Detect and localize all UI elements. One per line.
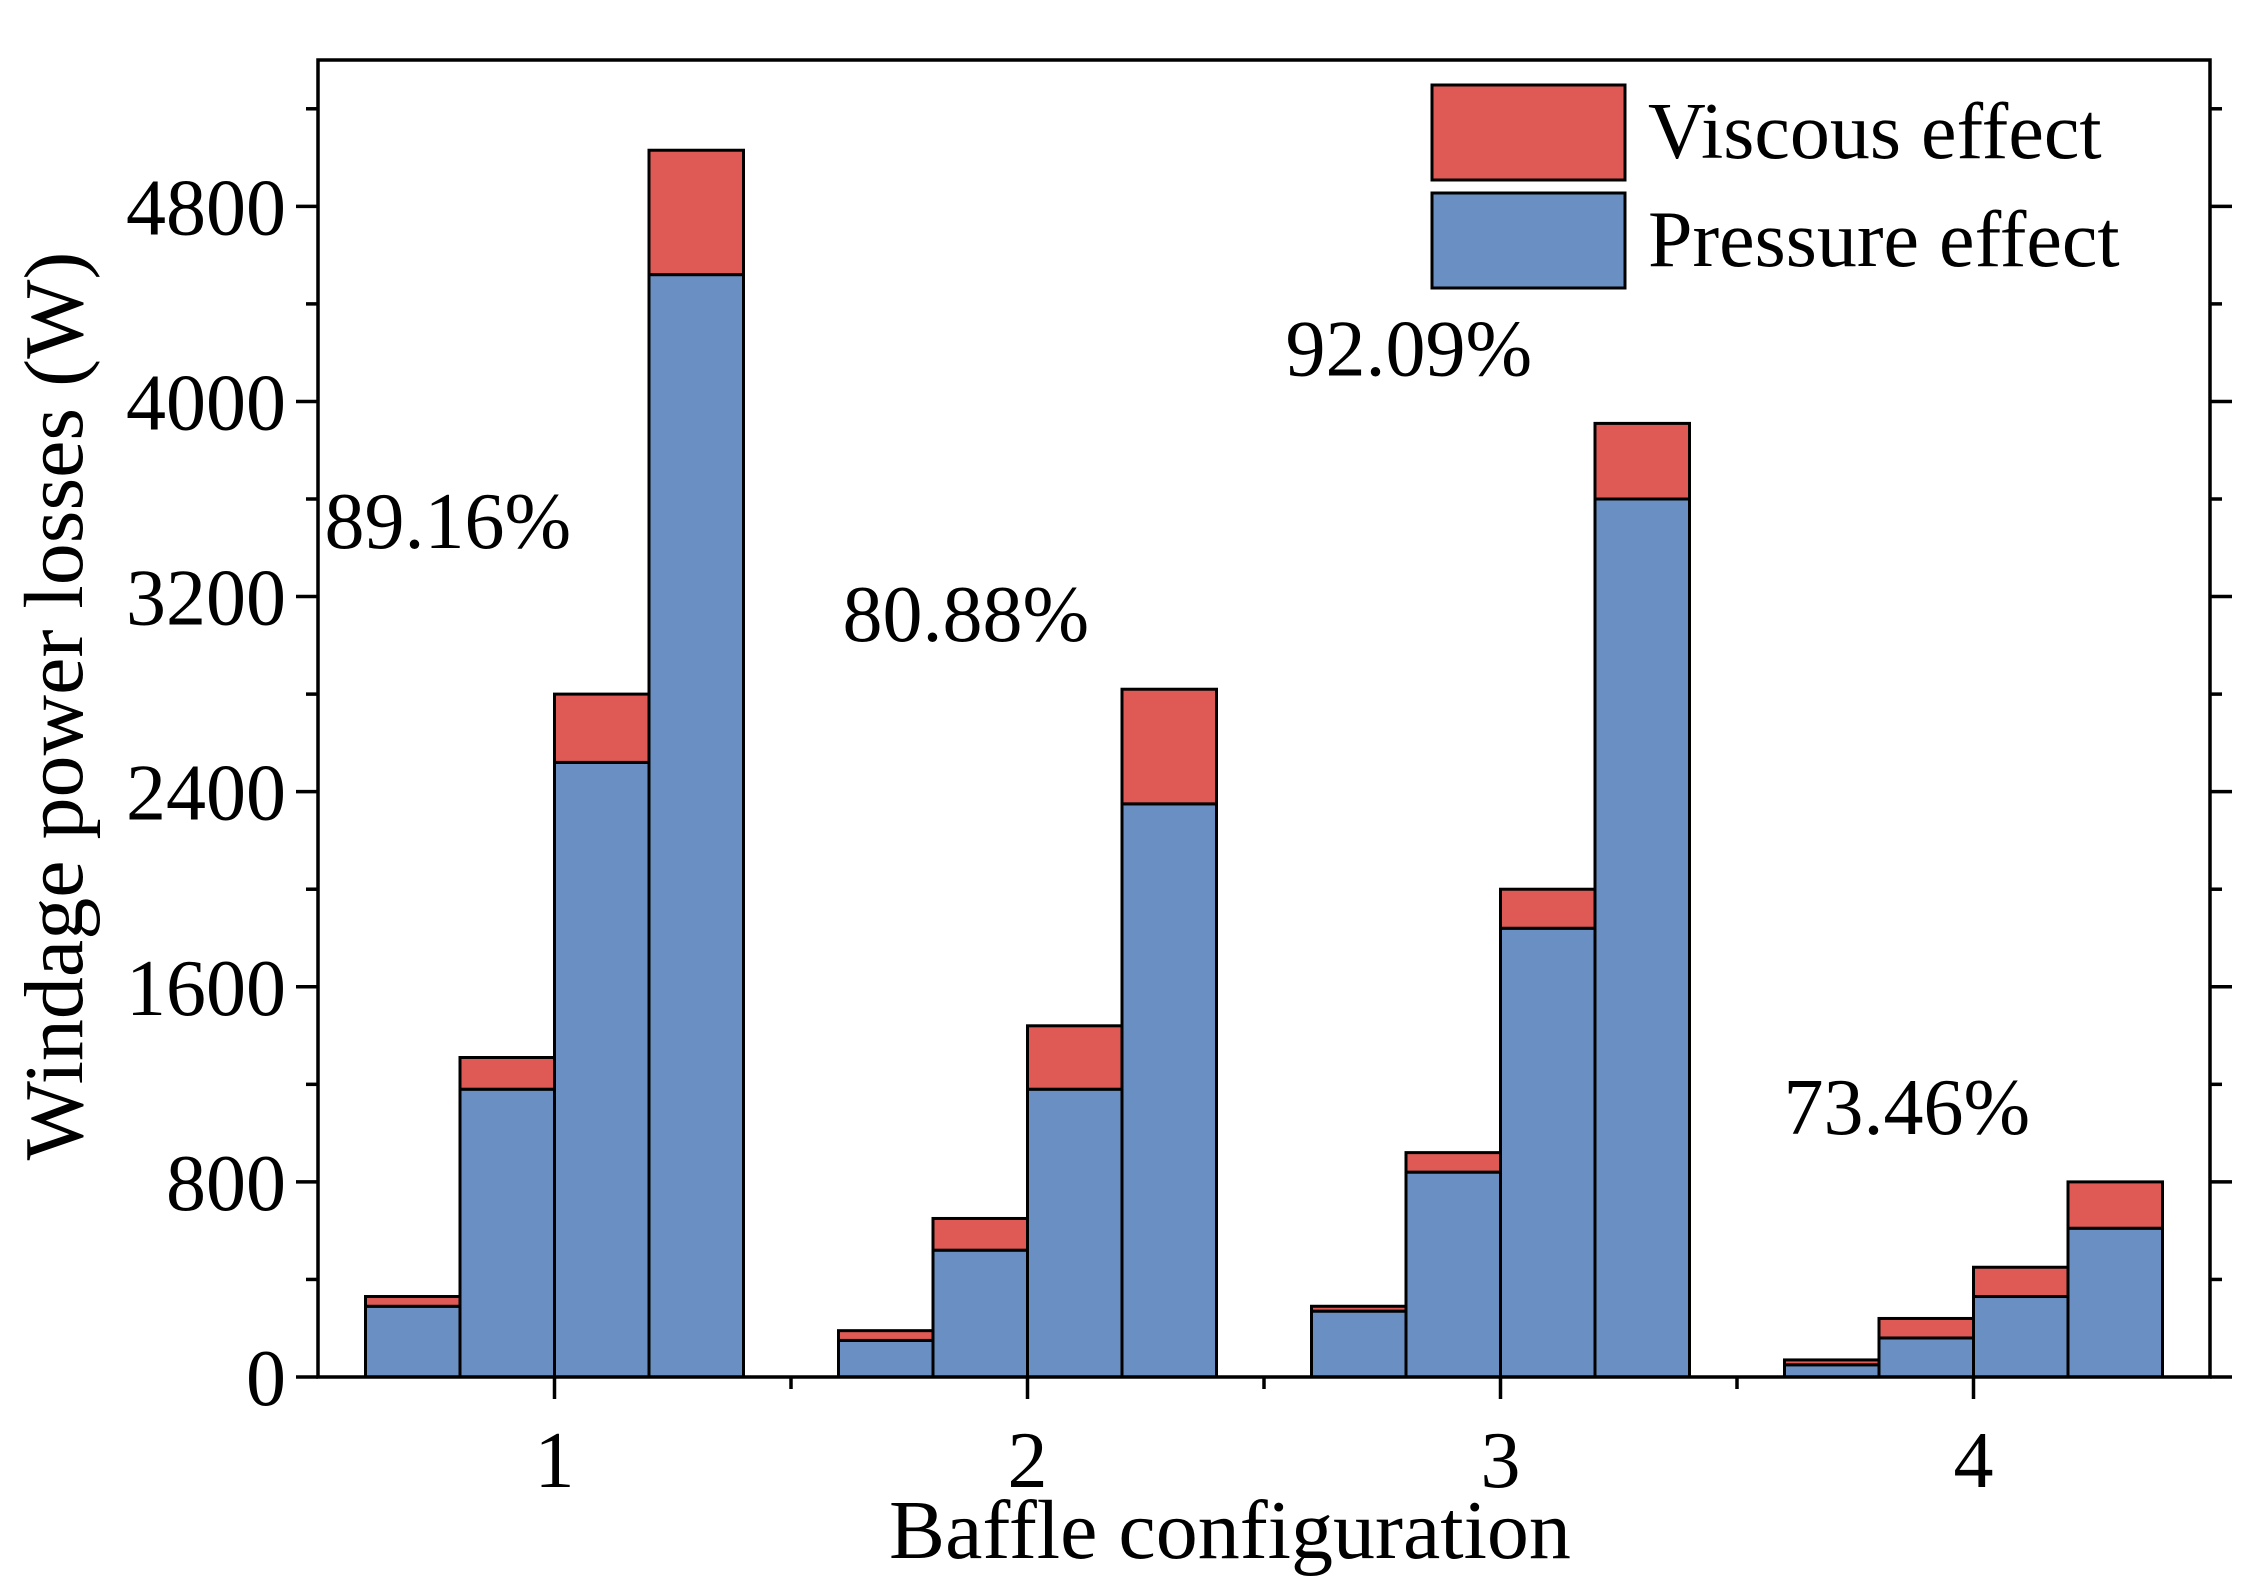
legend: Viscous effect Pressure effect [1430,83,2120,290]
x-tick-label: 1 [535,1417,575,1505]
y-tick-label: 4000 [126,359,286,447]
bar-pressure-g4-1 [1783,1363,1881,1379]
bar-viscous-g1-4 [647,148,745,277]
bar-pressure-g2-3 [1026,1087,1124,1379]
bar-pressure-g3-3 [1499,926,1597,1379]
bar-pressure-g3-4 [1593,497,1691,1379]
bar-pressure-g3-2 [1404,1170,1502,1379]
bar-pressure-g1-2 [458,1087,556,1379]
y-tick-label: 0 [246,1335,286,1423]
bar-pressure-g1-3 [553,760,651,1379]
bar-viscous-g2-4 [1120,687,1218,806]
bar-pressure-g2-2 [931,1248,1029,1379]
bar-viscous-g4-2 [1877,1316,1975,1340]
bar-viscous-g3-2 [1404,1151,1502,1174]
bar-viscous-g2-2 [931,1216,1029,1252]
x-tick-label: 2 [1008,1417,1048,1505]
bar-viscous-g3-1 [1310,1304,1408,1313]
bar-pressure-g4-4 [2066,1226,2164,1379]
annotation-2: 80.88% [843,571,1090,659]
bar-pressure-g4-3 [1972,1295,2070,1379]
bar-viscous-g4-3 [1972,1265,2070,1299]
y-axis-label: Windage power losses (W) [8,252,101,1161]
bar-pressure-g1-4 [647,273,745,1379]
bar-viscous-g1-2 [458,1056,556,1091]
bar-viscous-g4-1 [1783,1358,1881,1367]
bar-viscous-g2-3 [1026,1024,1124,1091]
annotations-layer: 89.16% 80.88% 92.09% 73.46% [325,305,2031,1151]
legend-swatch-1 [1430,83,1627,182]
x-tick-label: 4 [1954,1417,1994,1505]
bar-viscous-g3-3 [1499,887,1597,930]
y-tick-label: 3200 [126,555,286,643]
x-axis-label: Baffle configuration [889,1484,1571,1577]
bar-pressure-g3-1 [1310,1309,1408,1379]
legend-label-2: Pressure effect [1648,196,2120,284]
bars-layer [364,148,2164,1379]
bar-viscous-g1-1 [364,1295,462,1308]
bar-pressure-g2-4 [1120,802,1218,1379]
annotation-4: 73.46% [1784,1064,2031,1152]
y-tick-label: 2400 [126,750,286,838]
legend-label-1: Viscous effect [1648,88,2102,176]
axes-layer: 0 800 1600 2400 3200 4000 4800 1 2 3 4 [126,58,2232,1505]
bar-viscous-g3-4 [1593,421,1691,501]
bar-viscous-g4-4 [2066,1180,2164,1230]
bar-pressure-g2-1 [837,1338,935,1379]
x-tick-label: 3 [1481,1417,1521,1505]
bar-viscous-g2-1 [837,1329,935,1342]
annotation-3: 92.09% [1286,305,1533,393]
bar-viscous-g1-3 [553,692,651,764]
annotation-1: 89.16% [325,478,572,566]
y-tick-label: 1600 [126,945,286,1033]
legend-swatch-2 [1430,191,1627,290]
y-tick-label: 4800 [126,164,286,252]
bar-pressure-g4-2 [1877,1336,1975,1379]
bar-pressure-g1-1 [364,1304,462,1379]
y-tick-label: 800 [166,1140,286,1228]
